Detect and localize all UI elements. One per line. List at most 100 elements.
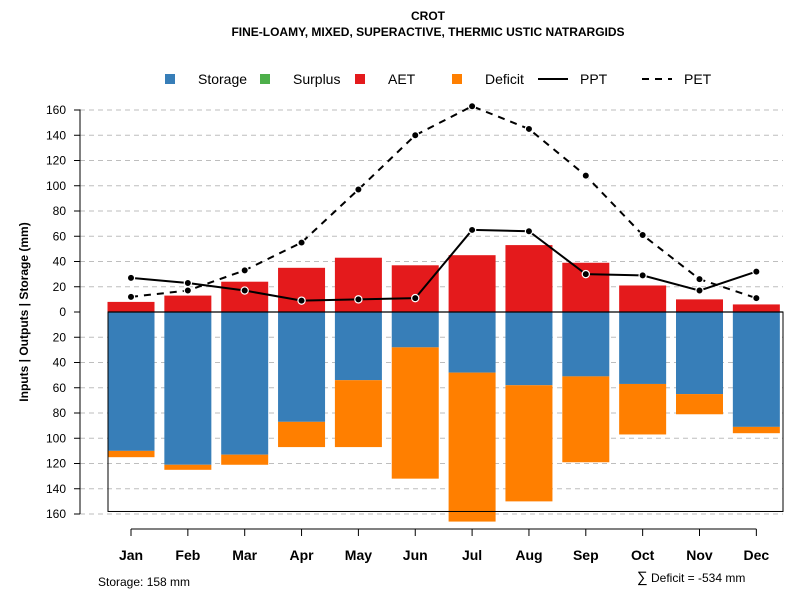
x-tick-label: Jul [462,547,482,563]
legend-label: PET [684,71,712,87]
pet-point [524,124,534,134]
storage-bar [334,312,382,381]
pet-point [354,185,363,194]
deficit-bar [391,347,439,479]
pet-line [130,105,757,300]
ppt-point [752,267,761,276]
pet-point [411,131,420,140]
storage-bar [676,312,723,395]
ppt-point [467,225,477,235]
ppt-point [581,269,591,279]
y-tick-label: 140 [46,482,66,496]
deficit-bar [164,464,212,470]
y-tick-label: 20 [53,280,67,294]
y-tick-label: 40 [53,356,67,370]
storage-bar [505,312,553,386]
pet-point [183,286,193,295]
pet-point [581,171,591,180]
y-tick-label: 120 [46,457,66,471]
pet-point [752,293,761,303]
ppt-point [411,293,420,303]
x-tick-label: Aug [515,547,542,563]
y-tick-label: 100 [46,179,66,193]
legend-swatch [355,74,365,84]
x-tick-label: Oct [631,547,655,563]
deficit-bar [448,372,496,522]
y-tick-label: 120 [46,154,66,168]
pet-point [638,230,647,240]
storage-footer: Storage: 158 mm [98,575,190,589]
legend-label: Surplus [293,71,340,87]
chart-subtitle: FINE-LOAMY, MIXED, SUPERACTIVE, THERMIC … [231,25,624,39]
x-tick-label: Apr [289,547,314,563]
deficit-bar [221,454,269,465]
y-tick-label: 60 [53,229,67,243]
storage-bar [562,312,610,377]
bar-layer [107,245,780,522]
legend-label: AET [388,71,416,87]
ppt-point [354,295,363,304]
ppt-line [130,228,757,302]
storage-bar [391,312,439,348]
ppt-point [297,296,306,305]
pet-point [126,292,136,302]
ppt-point [638,271,647,280]
y-tick-label: 20 [53,330,67,344]
storage-bar [164,312,212,465]
storage-bar [619,312,667,384]
ppt-point [695,286,704,295]
deficit-footer: Deficit = -534 mm [651,571,745,585]
y-tick-label: 40 [53,255,67,269]
line-layer [126,102,761,305]
deficit-bar [505,385,553,502]
storage-bar [278,312,326,422]
storage-bar [448,312,496,373]
x-tick-label: Jun [403,547,428,563]
ppt-point [240,286,249,295]
storage-bar [221,312,269,455]
legend: Storage Surplus AET Deficit PPT PET [165,71,712,87]
aet-bar [164,295,212,312]
chart-title: CROT [411,9,446,23]
deficit-bar [334,380,382,448]
x-tick-label: May [345,547,372,563]
pet-point [467,102,477,111]
ppt-point [183,278,193,288]
pet-point [240,266,249,275]
x-tick-label: Jan [119,547,143,563]
legend-label: Deficit [485,71,524,87]
pet-point [695,274,704,284]
deficit-bar [732,426,780,434]
deficit-bar [107,450,155,458]
aet-bar [391,265,439,312]
pet-point [297,238,306,247]
y-tick-label: 60 [53,381,67,395]
deficit-sum-symbol: ∑ [637,569,648,586]
aet-bar [619,285,667,312]
legend-label: PPT [580,71,608,87]
ppt-point [524,226,534,236]
x-tick-label: Feb [175,547,200,563]
y-tick-label: 140 [46,128,66,142]
legend-swatch [452,74,462,84]
aet-bar [221,281,269,312]
y-tick-label: 100 [46,431,66,445]
legend-label: Storage [198,71,247,87]
y-tick-label: 160 [46,507,66,521]
x-tick-label: Sep [573,547,599,563]
deficit-bar [278,421,326,448]
storage-bar [732,312,780,427]
y-tick-label: 80 [53,204,67,218]
legend-swatch [260,74,270,84]
storage-bar [107,312,155,451]
deficit-bar [676,394,723,415]
y-tick-label: 80 [53,406,67,420]
x-tick-label: Mar [232,547,257,563]
legend-swatch [165,74,175,84]
axis-layer: 160 140 120 100 80 60 40 20 0 20 40 60 80 100 120 140 16… [46,103,784,563]
y-axis-label: Inputs | Outputs | Storage (mm) [17,222,31,401]
y-tick-label: 160 [46,103,66,117]
aet-bar [505,245,553,312]
